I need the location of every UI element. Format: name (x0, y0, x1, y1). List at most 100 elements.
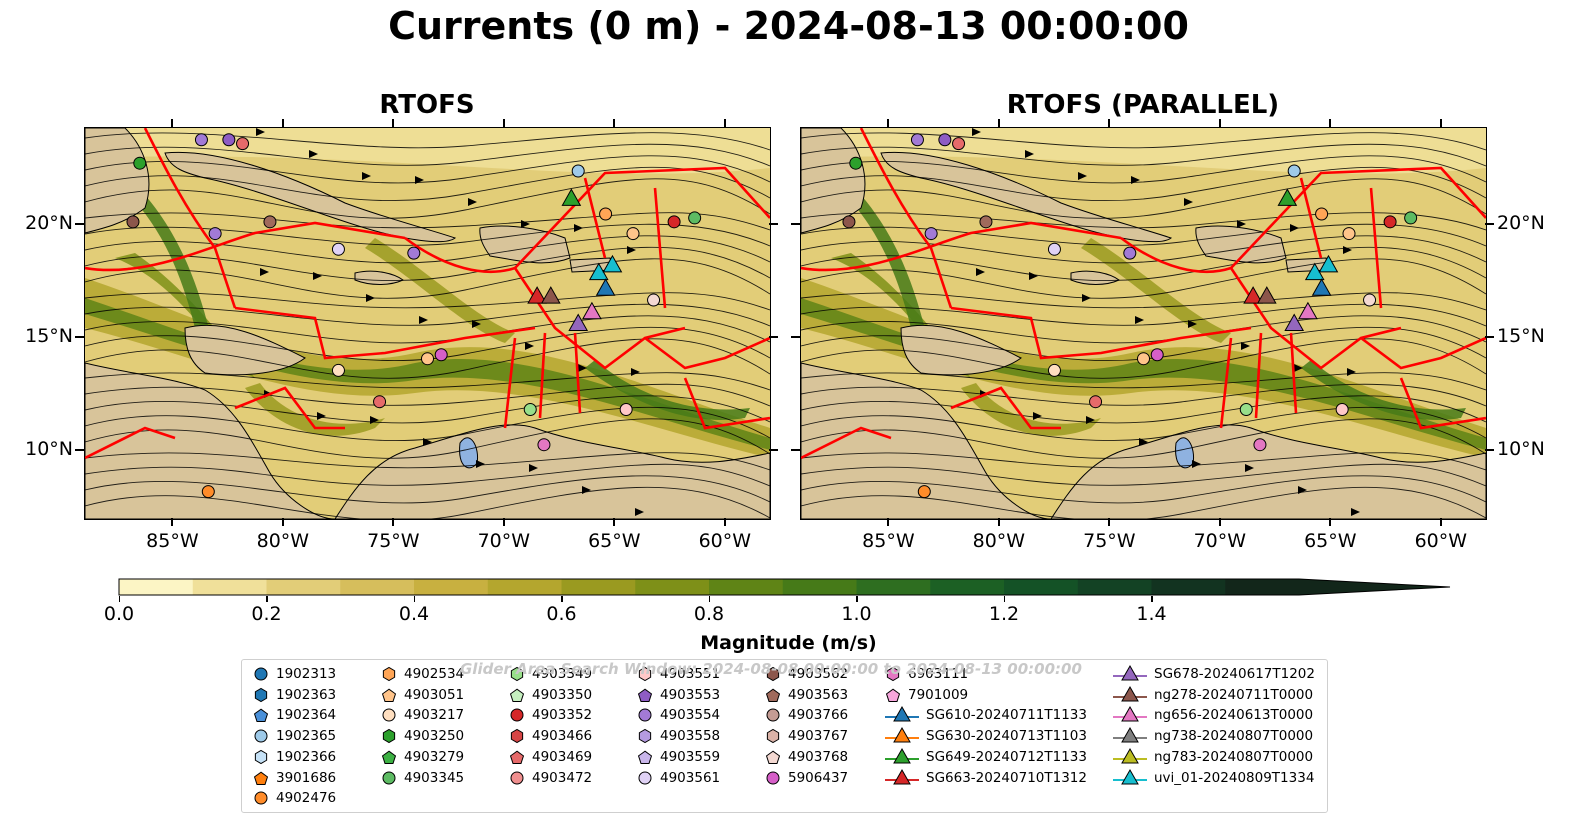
argo-float-marker (1123, 246, 1137, 260)
streamline-arrow (1131, 176, 1140, 184)
eez-boundary (683, 377, 770, 430)
glider-marker (1277, 188, 1298, 206)
glider-marker (595, 278, 616, 296)
streamline (85, 372, 770, 391)
streamline (85, 303, 770, 327)
glider-marker (1243, 286, 1263, 304)
streamline-arrow (1290, 224, 1299, 232)
argo-float-marker (1404, 211, 1418, 225)
argo-float-marker (208, 227, 222, 241)
streamline-arrow (1245, 464, 1254, 472)
streamline-arrow (574, 224, 583, 232)
legend-item: 1902365 (252, 726, 336, 746)
lon-tick-mark (281, 518, 284, 526)
eez-boundary (1120, 166, 1486, 274)
streamline-arrow (260, 268, 269, 276)
glider-legend-marker (1113, 706, 1147, 722)
legend-item: 4903559 (636, 747, 720, 767)
legend-item: 4903563 (764, 685, 848, 705)
legend-item-label: 1902313 (276, 666, 337, 682)
argo-float-marker (434, 348, 448, 362)
legend-item: 4903558 (636, 726, 720, 746)
argo-float-marker (1342, 227, 1356, 241)
legend-item: 1902313 (252, 664, 336, 684)
argo-float-marker (373, 395, 387, 409)
lon-tick-mark-top (1329, 119, 1332, 127)
lon-tick-label: 80°W (972, 530, 1026, 552)
argo-float-marker (924, 227, 938, 241)
legend-item-label: SG610-20240711T1133 (926, 707, 1087, 724)
legend-item-label: 4903553 (660, 686, 721, 703)
colorbar-segment (340, 579, 415, 595)
streamline-arrow (1241, 342, 1250, 350)
lat-tick-label: 20°N (25, 212, 73, 235)
streamline-arrow (1347, 368, 1356, 376)
eez-boundary (85, 221, 406, 272)
argo-float-marker (1047, 363, 1061, 377)
glider-legend-marker (1113, 747, 1147, 764)
legend-item-label: 6903111 (908, 666, 969, 682)
colorbar-segment (119, 579, 194, 595)
argo-float-marker (1287, 164, 1301, 178)
colorbar-segment (414, 579, 489, 595)
circle-marker (766, 708, 780, 722)
lon-tick-mark (997, 518, 1000, 526)
hexagon-marker (254, 749, 268, 764)
argo-float-marker (1335, 403, 1349, 417)
streamline (801, 143, 1486, 167)
hexagon-marker (382, 666, 396, 682)
glider-legend-marker (1113, 768, 1147, 784)
legend-item: 7901009 (884, 685, 968, 705)
eez-boundary (1219, 332, 1298, 429)
eez-boundary (1399, 377, 1486, 430)
legend-item-label: SG663-20240710T1312 (926, 769, 1087, 786)
eez-boundary (801, 426, 892, 460)
hexagon-marker (886, 666, 900, 682)
legend-item-label: 3901686 (276, 769, 337, 786)
legend-item: SG678-20240617T1202 (1112, 664, 1315, 684)
colorbar-tick-label: 0.0 (103, 603, 135, 625)
eez-boundary (583, 177, 667, 309)
legend-item: 4903350 (508, 685, 592, 705)
colorbar-outline (118, 578, 1451, 596)
legend-item: 4903466 (508, 726, 592, 746)
legend-item: 1902363 (252, 685, 336, 705)
circle-marker (254, 667, 268, 681)
legend-item-label: 1902363 (276, 686, 337, 703)
legend-item: SG663-20240710T1312 (884, 768, 1087, 788)
glider-marker (1318, 254, 1339, 273)
circle-marker (382, 771, 396, 784)
hexagon-marker (638, 666, 652, 682)
colorbar-tick-label: 0.2 (251, 603, 282, 625)
lon-tick-label: 65°W (588, 530, 641, 552)
lat-tick-mark (769, 449, 778, 452)
lon-tick-label: 80°W (256, 530, 310, 552)
hexagon-marker (766, 729, 780, 744)
colorbar-extend-arrow (1299, 579, 1450, 595)
legend-item: 4903551 (636, 664, 720, 684)
argo-float-marker (626, 227, 640, 241)
legend-item: 4903279 (380, 747, 464, 767)
legend-item: ng783-20240807T0000 (1112, 747, 1313, 767)
lon-tick-mark (1218, 518, 1221, 526)
current-magnitude-band (801, 153, 926, 333)
streamline-arrow (468, 198, 477, 206)
lon-tick-mark-top (723, 119, 726, 127)
eez-boundary (85, 426, 176, 460)
streamline (801, 246, 1486, 282)
streamline (801, 486, 1486, 519)
argo-float-marker (421, 352, 434, 366)
circle-marker (254, 729, 268, 743)
legend-item: 4903767 (764, 726, 848, 746)
circle-marker (510, 771, 524, 784)
colorbar-segment (856, 579, 931, 595)
streamline-arrow (476, 460, 485, 468)
lon-tick-mark (1108, 518, 1111, 526)
glider-legend-marker (885, 706, 919, 722)
argo-float-marker (842, 215, 856, 229)
pentagon-marker (637, 688, 653, 702)
streamline-arrow (976, 268, 985, 276)
lon-tick-mark (392, 518, 395, 526)
pentagon-marker (885, 688, 901, 702)
streamline (801, 372, 1486, 391)
